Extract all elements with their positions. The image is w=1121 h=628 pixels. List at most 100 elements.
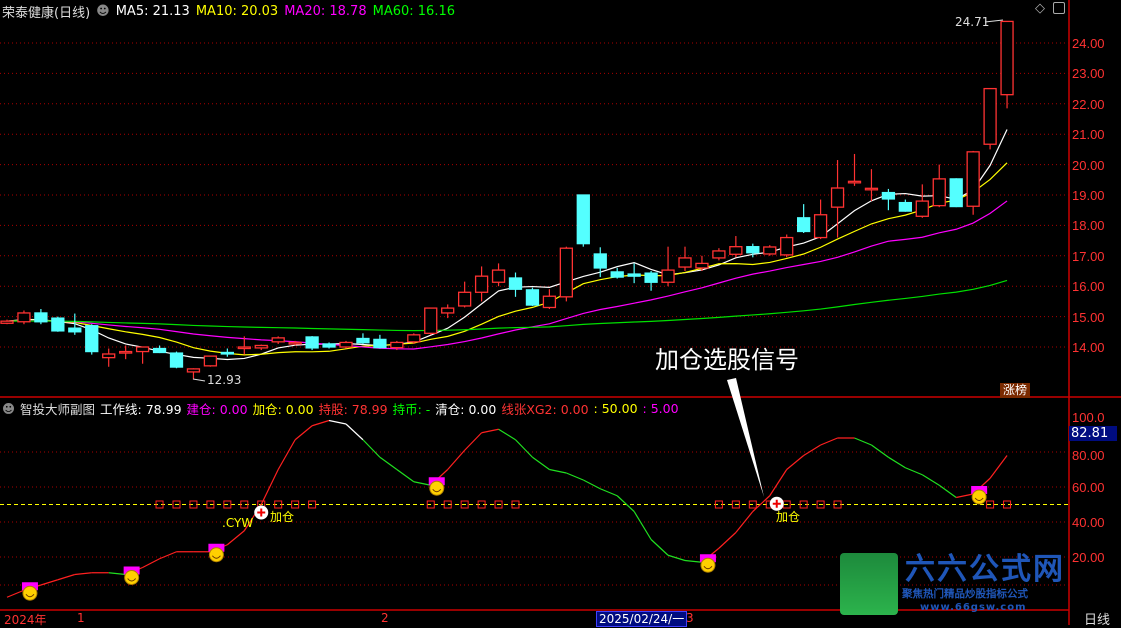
candle [457,291,472,307]
coin-label: 持币: - [392,402,431,417]
candle [407,334,421,343]
sub-tick: 20.00 [1072,550,1105,565]
low-pointer [192,378,206,382]
smile-mouth [25,593,35,598]
candle [305,336,319,349]
smile-icon [124,570,140,585]
square-marker [223,500,232,509]
work-line-segment [905,467,923,476]
square-marker [986,500,995,509]
candle [135,346,150,353]
ma10-label: MA10: 20.03 [195,4,279,19]
current-value-badge: 82.81 [1069,426,1117,441]
xg2-label: 线张XG2: 0.00 [501,402,589,417]
work-line-segment [40,579,59,586]
smile-menu-icon[interactable]: ☻ [96,4,110,19]
candle [525,289,540,306]
work-line-segment [532,456,550,470]
work-line-segment [583,479,601,490]
square-marker [748,500,757,509]
candle [813,214,828,239]
work-line-segment [938,484,957,498]
candle [102,353,116,359]
work-line-segment [667,554,686,562]
work-line-segment [718,532,737,549]
square-marker [511,500,520,509]
stock-title: 荣泰健康(日线) [2,6,91,21]
work-line-segment [277,439,296,470]
work-line-segment [159,551,177,560]
square-marker [274,500,283,509]
work-line-segment [379,456,398,470]
ma20-line [6,200,1008,350]
work-line-segment [260,469,279,505]
candle [915,200,929,217]
candle [966,151,980,207]
work-line-segment [735,511,754,533]
candle [763,246,777,255]
candle [220,351,235,355]
smile-icon [208,547,224,563]
cyw-label: .CYW [222,516,254,530]
candle [559,247,573,298]
annotation-text: 加仓选股信号 [655,346,799,374]
candle [847,180,862,184]
square-marker [240,500,249,509]
work-line-segment [396,469,415,483]
square-marker [443,500,452,509]
time-month-1: 1 [77,611,85,625]
work-line-segment [328,419,347,425]
price-tick: 18.00 [1072,218,1105,234]
add-label: 加仓: 0.00 [252,402,314,417]
square-marker [460,500,469,509]
price-tick: 19.00 [1072,188,1105,203]
candle [169,352,184,368]
square-marker [189,500,198,509]
hold-label: 持股: 78.99 [318,402,388,417]
candle [644,272,658,283]
price-tick: 20.00 [1072,157,1105,173]
diamond-icon[interactable]: ◇ [1035,1,1045,16]
candle [678,257,692,268]
candle [390,341,404,349]
sub-tick: 40.00 [1072,515,1105,530]
smile-icon [429,480,445,496]
window-icon[interactable] [1053,2,1065,14]
candle [949,178,963,208]
work-line-segment [57,573,75,581]
square-marker [731,500,740,509]
work-line-segment [769,469,788,497]
candle [85,325,99,353]
work-line-segment [871,444,889,458]
logo-icon [840,553,898,615]
sub-tick: 100.0 [1072,410,1105,425]
candle [424,307,438,334]
square-marker [1003,500,1012,509]
work-line-segment [633,511,652,540]
work-line-segment [311,419,330,427]
work-line-segment [989,455,1008,479]
work-line-segment [6,589,25,598]
square-marker [494,500,503,509]
square-marker [308,500,317,509]
smile-mouth [974,497,984,501]
candle [203,355,218,367]
candle [898,201,912,212]
rank-badge[interactable]: 涨榜 [1000,383,1031,398]
candle [186,368,201,373]
square-marker [799,500,808,509]
candle [119,350,133,354]
square-marker [714,500,723,509]
smile-mouth [703,565,713,570]
work-line-segment [481,428,499,434]
sub-tick: 80.00 [1072,448,1105,463]
candle [695,262,709,269]
price-tick: 14.00 [1072,340,1105,355]
period-button[interactable]: 日线 [1084,613,1111,628]
work-line-segment [566,472,584,481]
square-marker [426,500,435,509]
smile-menu-icon[interactable]: ☻ [2,401,16,416]
work-line-segment [650,539,669,556]
candle [68,327,82,333]
